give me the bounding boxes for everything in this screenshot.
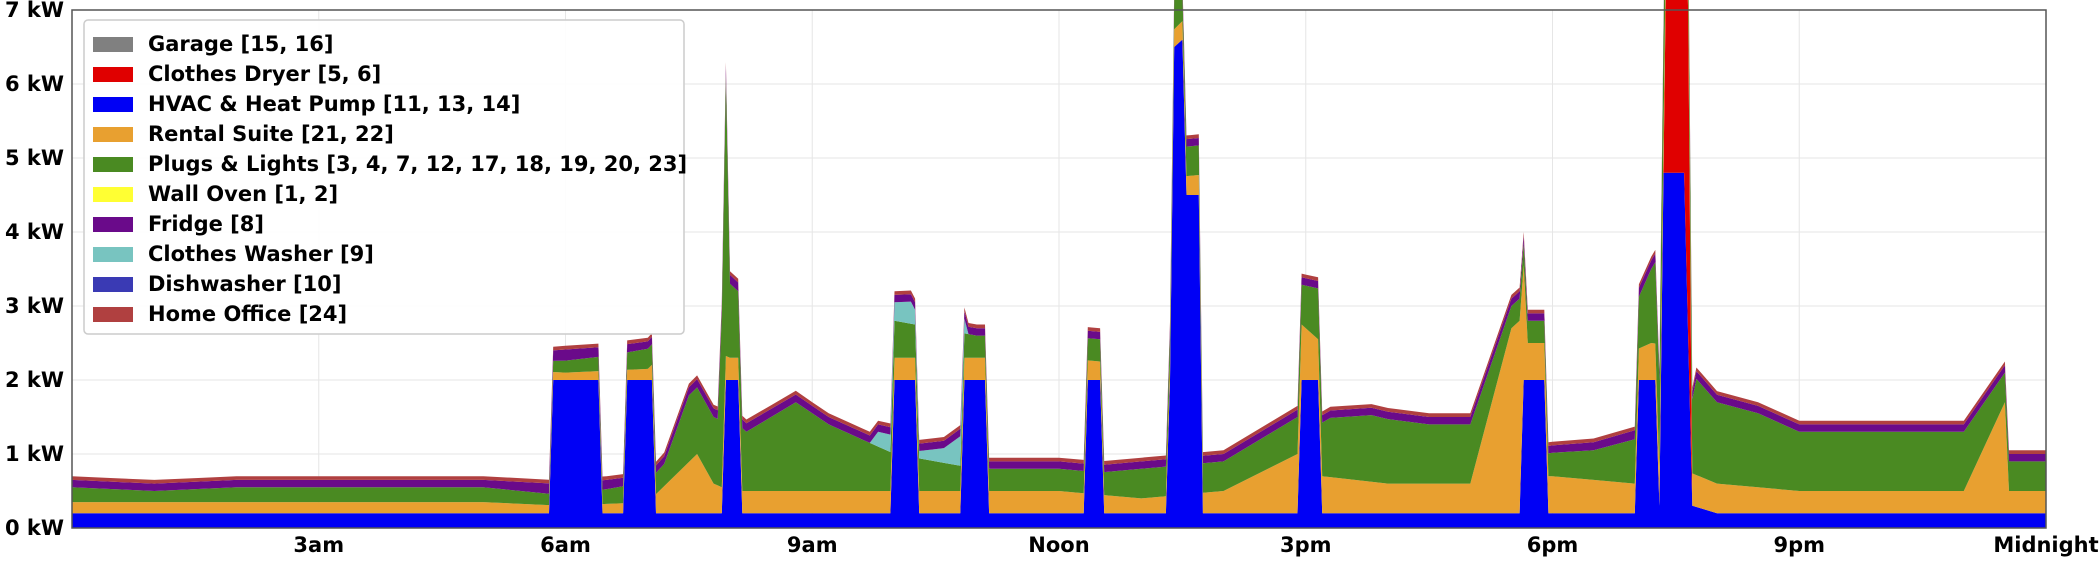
legend: Garage [15, 16] Clothes Dryer [5, 6] HVAC … [83,19,687,335]
plot-frame [71,9,2047,529]
legend-swatch [93,97,133,112]
x-tick-label: 3pm [1280,533,1332,557]
x-axis: 3am 6am 9am Noon 3pm 6pm 9pm Midnight [293,533,2098,557]
area-hvac-heat-pump-11-13-14 [72,39,2046,528]
y-tick-label: 3 kW [5,294,64,318]
legend-swatch [93,67,133,82]
legend-label: Home Office [24] [148,302,347,326]
legend-label: Clothes Washer [9] [148,242,374,266]
y-tick-label: 6 kW [5,72,64,96]
x-tick-label: 3am [293,533,344,557]
x-tick-label: Midnight [1993,533,2098,557]
legend-label: Fridge [8] [148,212,264,236]
y-tick-label: 7 kW [5,0,64,22]
legend-label: Wall Oven [1, 2] [148,182,338,206]
x-tick-label: 6pm [1527,533,1579,557]
legend-swatch [93,307,133,322]
legend-swatch [93,37,133,52]
x-tick-label: 9am [787,533,838,557]
x-tick-label: 6am [540,533,591,557]
legend-swatch [93,217,133,232]
legend-label: Dishwasher [10] [148,272,341,296]
area-plugs-lights-3-4-7-12-17-18-19-20-23 [72,0,2046,506]
x-tick-label: Noon [1028,533,1089,557]
legend-label: Garage [15, 16] [148,32,333,56]
legend-label: Plugs & Lights [3, 4, 7, 12, 17, 18, 19,… [148,152,687,176]
legend-swatch [93,157,133,172]
legend-swatch [93,277,133,292]
x-tick-label: 9pm [1773,533,1825,557]
y-tick-label: 0 kW [5,516,64,540]
y-axis: 0 kW 1 kW 2 kW 3 kW 4 kW 5 kW 6 kW 7 kW [5,0,64,540]
stacked-areas [72,0,2046,528]
legend-swatch [93,127,133,142]
legend-swatch [93,187,133,202]
y-tick-label: 1 kW [5,442,64,466]
y-tick-label: 4 kW [5,220,64,244]
legend-swatch [93,247,133,262]
y-tick-label: 5 kW [5,146,64,170]
legend-label: Rental Suite [21, 22] [148,122,394,146]
y-tick-label: 2 kW [5,368,64,392]
legend-box [83,19,685,335]
legend-label: Clothes Dryer [5, 6] [148,62,381,86]
legend-label: HVAC & Heat Pump [11, 13, 14] [148,92,520,116]
